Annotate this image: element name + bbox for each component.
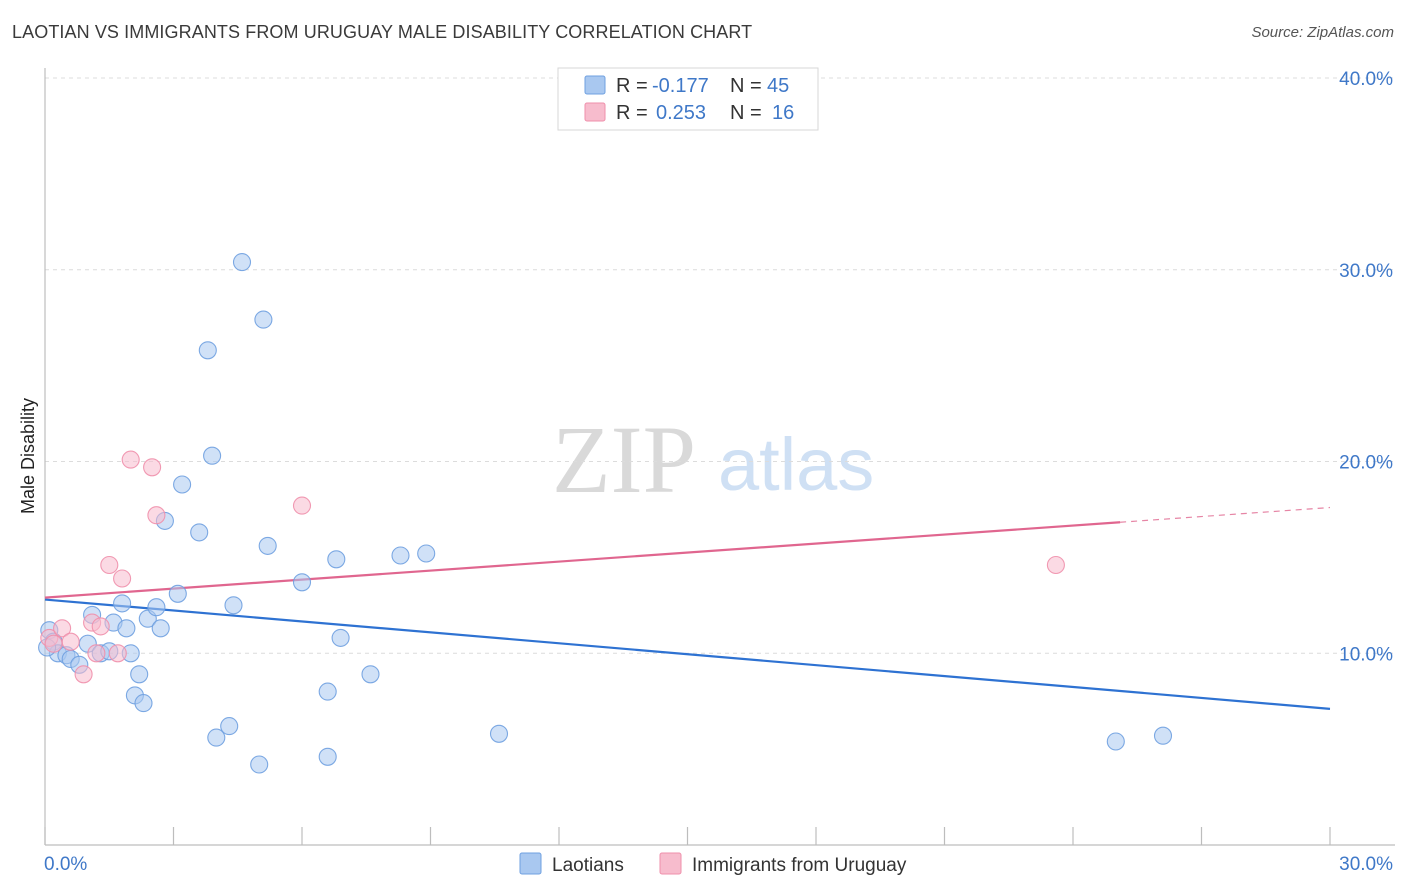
- uruguay-point: [121, 450, 140, 469]
- uruguay-point: [91, 617, 110, 636]
- laotians-point: [203, 446, 222, 465]
- legend-n-label: N =: [730, 102, 762, 124]
- legend-r-value: -0.177: [652, 75, 709, 97]
- laotians-point: [391, 546, 410, 565]
- laotians-point: [318, 747, 337, 766]
- uruguay-trend-line: [44, 521, 1121, 599]
- axes: [44, 68, 1395, 846]
- x-tick-label: 0.0%: [44, 854, 87, 875]
- legend-r-label: R =: [616, 102, 648, 124]
- laotians-point: [130, 665, 149, 684]
- legend-n-label: N =: [730, 75, 762, 97]
- uruguay-point: [108, 644, 127, 663]
- laotians-point: [168, 584, 187, 603]
- laotians-point: [250, 755, 269, 774]
- legend-r-value: 0.253: [656, 102, 706, 124]
- uruguay-point: [53, 619, 72, 638]
- legend-top: R = -0.177 N = 45 R = 0.253 N = 16: [557, 67, 819, 131]
- y-axis-title: Male Disability: [18, 398, 38, 514]
- uruguay-point: [100, 555, 119, 575]
- uruguay-point: [143, 458, 162, 477]
- y-tick-label: 30.0%: [1339, 261, 1393, 282]
- laotians-point: [173, 475, 192, 494]
- trend-lines: [44, 506, 1331, 710]
- laotians-point: [117, 619, 136, 638]
- watermark: ZIP atlas: [552, 406, 874, 513]
- laotians-point: [190, 523, 209, 542]
- laotians-trend-line: [44, 598, 1331, 710]
- uruguay-point: [44, 634, 63, 653]
- laotians-point: [258, 536, 277, 555]
- uruguay-point: [147, 506, 166, 525]
- laotians-point: [113, 594, 132, 613]
- uruguay-point: [113, 569, 132, 588]
- data-points: [38, 253, 1173, 774]
- watermark-atlas: atlas: [718, 423, 874, 506]
- legend-swatch-laotians: [519, 852, 542, 875]
- uruguay-point: [61, 632, 80, 651]
- gridlines: [45, 77, 1395, 654]
- legend-swatch-uruguay: [584, 102, 606, 122]
- legend-n-value: 45: [767, 75, 789, 97]
- laotians-point: [1106, 732, 1125, 751]
- y-tick-label: 10.0%: [1339, 644, 1393, 665]
- laotians-point: [151, 619, 170, 638]
- laotians-point: [489, 724, 509, 743]
- legend-swatch-uruguay: [659, 852, 682, 875]
- chart-title: LAOTIAN VS IMMIGRANTS FROM URUGUAY MALE …: [12, 22, 753, 42]
- watermark-zip: ZIP: [552, 406, 696, 513]
- laotians-point: [417, 544, 436, 563]
- laotians-point: [292, 573, 312, 592]
- laotians-point: [232, 253, 252, 272]
- laotians-point: [331, 628, 350, 647]
- uruguay-point: [87, 644, 106, 663]
- laotians-point: [361, 665, 380, 684]
- y-tick-label: 20.0%: [1339, 453, 1393, 474]
- legend-n-value: 16: [772, 102, 794, 124]
- uruguay-point: [74, 665, 93, 684]
- laotians-point: [147, 598, 166, 617]
- uruguay-point: [292, 496, 312, 515]
- legend-swatch-laotians: [584, 75, 606, 95]
- uruguay-trend-extension: [1120, 506, 1331, 523]
- laotians-point: [220, 717, 239, 736]
- x-tick-label: 30.0%: [1339, 854, 1393, 875]
- laotians-point: [224, 596, 243, 615]
- source-credit: Source: ZipAtlas.com: [1251, 24, 1394, 41]
- y-tick-label: 40.0%: [1339, 69, 1393, 90]
- x-tick-labels: 0.0% 30.0%: [44, 854, 1393, 875]
- uruguay-point: [1046, 555, 1065, 575]
- laotians-point: [1153, 726, 1173, 745]
- y-tick-labels: 10.0% 20.0% 30.0% 40.0%: [1339, 69, 1393, 665]
- legend-bottom: Laotians Immigrants from Uruguay: [519, 852, 907, 876]
- laotians-point: [318, 682, 337, 701]
- legend-label-laotians: Laotians: [552, 855, 624, 876]
- laotians-point: [327, 550, 346, 569]
- laotians-point: [254, 310, 273, 329]
- laotians-point: [198, 341, 217, 360]
- laotians-point: [134, 694, 153, 713]
- legend-r-label: R =: [616, 75, 648, 97]
- laotians-point: [207, 728, 226, 747]
- legend-label-uruguay: Immigrants from Uruguay: [692, 855, 907, 876]
